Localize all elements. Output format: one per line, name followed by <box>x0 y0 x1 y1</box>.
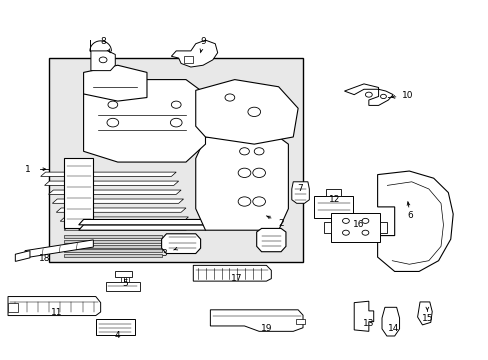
Circle shape <box>239 148 249 155</box>
Text: 11: 11 <box>51 308 62 317</box>
Text: 6: 6 <box>407 211 412 220</box>
Polygon shape <box>48 190 181 194</box>
Polygon shape <box>291 182 309 203</box>
Circle shape <box>252 197 265 206</box>
Polygon shape <box>381 307 399 336</box>
Text: 2: 2 <box>278 219 284 228</box>
Circle shape <box>171 101 181 108</box>
Polygon shape <box>121 277 124 282</box>
Polygon shape <box>96 319 135 335</box>
Text: 18: 18 <box>39 255 50 264</box>
Polygon shape <box>83 65 147 101</box>
Polygon shape <box>64 226 190 230</box>
Polygon shape <box>314 196 352 218</box>
Circle shape <box>247 107 260 117</box>
Text: 12: 12 <box>328 195 340 204</box>
Polygon shape <box>126 277 129 282</box>
Text: 15: 15 <box>421 314 432 323</box>
Polygon shape <box>8 297 101 316</box>
Text: 17: 17 <box>231 274 243 283</box>
Polygon shape <box>324 222 330 233</box>
Polygon shape <box>64 249 161 252</box>
Polygon shape <box>295 319 305 324</box>
Polygon shape <box>79 220 210 225</box>
Text: 3: 3 <box>161 249 166 258</box>
Polygon shape <box>44 181 178 185</box>
Circle shape <box>224 94 234 101</box>
Polygon shape <box>60 217 188 221</box>
Polygon shape <box>353 301 373 331</box>
Text: 4: 4 <box>115 332 120 341</box>
Polygon shape <box>195 137 288 230</box>
Polygon shape <box>83 80 205 162</box>
Polygon shape <box>91 51 115 71</box>
Polygon shape <box>64 158 93 228</box>
Polygon shape <box>195 80 298 144</box>
Text: 1: 1 <box>24 165 30 174</box>
Polygon shape <box>183 56 193 63</box>
Circle shape <box>342 219 348 224</box>
Polygon shape <box>64 235 161 238</box>
Polygon shape <box>377 171 452 271</box>
Circle shape <box>238 168 250 177</box>
Polygon shape <box>105 282 140 291</box>
Polygon shape <box>330 213 379 242</box>
Polygon shape <box>379 222 386 233</box>
Circle shape <box>361 219 368 224</box>
Polygon shape <box>64 244 161 248</box>
Polygon shape <box>25 240 93 258</box>
Text: 7: 7 <box>297 184 303 193</box>
Polygon shape <box>64 240 161 243</box>
Bar <box>49 58 303 262</box>
Polygon shape <box>56 208 185 212</box>
Circle shape <box>107 118 119 127</box>
Polygon shape <box>171 40 217 67</box>
Text: 8: 8 <box>100 37 106 46</box>
Circle shape <box>342 230 348 235</box>
Circle shape <box>99 57 107 63</box>
Polygon shape <box>41 172 176 176</box>
Polygon shape <box>8 303 18 312</box>
Circle shape <box>365 92 371 97</box>
Circle shape <box>108 101 118 108</box>
Text: 16: 16 <box>353 220 364 229</box>
Polygon shape <box>326 189 340 196</box>
Polygon shape <box>344 84 392 105</box>
Polygon shape <box>161 234 200 253</box>
Polygon shape <box>193 265 271 281</box>
Polygon shape <box>115 271 132 277</box>
Text: 19: 19 <box>260 324 272 333</box>
Circle shape <box>380 94 386 99</box>
Text: 9: 9 <box>200 37 205 46</box>
Text: 10: 10 <box>401 91 413 100</box>
Circle shape <box>252 168 265 177</box>
Polygon shape <box>79 225 210 230</box>
Polygon shape <box>417 302 431 325</box>
Circle shape <box>254 148 264 155</box>
Polygon shape <box>256 228 285 252</box>
Polygon shape <box>15 251 30 261</box>
Polygon shape <box>64 254 161 257</box>
Circle shape <box>170 118 182 127</box>
Circle shape <box>361 230 368 235</box>
Text: 14: 14 <box>387 324 398 333</box>
Text: 13: 13 <box>363 319 374 328</box>
Text: 5: 5 <box>122 279 128 288</box>
Polygon shape <box>52 199 183 203</box>
Polygon shape <box>210 310 303 331</box>
Circle shape <box>238 197 250 206</box>
